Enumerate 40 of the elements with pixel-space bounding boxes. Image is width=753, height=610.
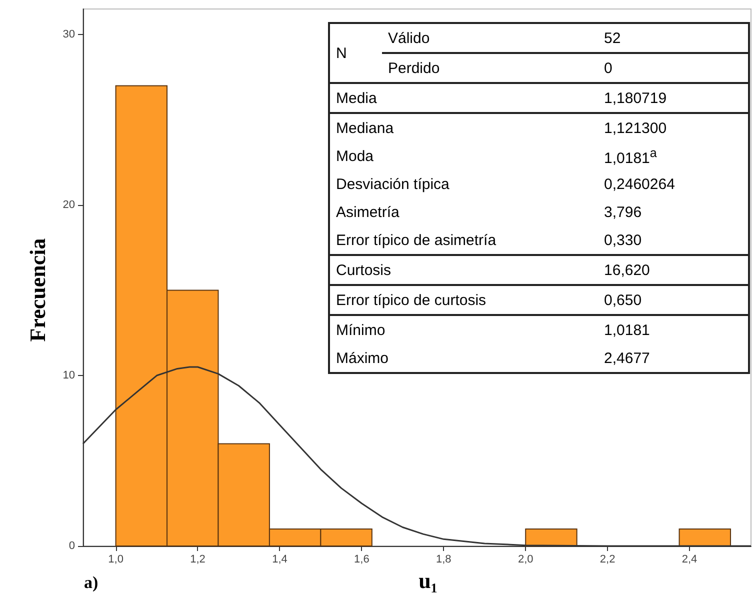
annotation: 1,180719 — [598, 83, 749, 113]
annotation: 3,796 — [603, 202, 643, 222]
y-tick-label: 10 — [62, 370, 75, 382]
annotation: 0,650 — [598, 285, 749, 315]
annotation: Desviación típica — [335, 174, 450, 194]
annotation: 1,0181 — [603, 320, 651, 340]
annotation: Máximo — [335, 348, 390, 368]
annotation: 0,2460264 — [603, 174, 676, 194]
x-tick-label: 1,4 — [272, 554, 288, 566]
annotation: Perdido — [382, 53, 598, 83]
text: a) — [84, 573, 98, 593]
annotation: 2,4677 — [603, 348, 651, 368]
annotation: 0 — [598, 53, 749, 83]
x-tick-label: 1,8 — [436, 554, 452, 566]
annotation: Curtosis — [329, 255, 598, 285]
x-tick-label: 2,4 — [682, 554, 698, 566]
y-tick-label: 20 — [62, 199, 75, 212]
y-axis-title: Frecuencia — [25, 238, 51, 342]
annotation: Mínimo — [335, 320, 386, 340]
annotation: N — [329, 23, 382, 83]
y-tick-label: 0 — [68, 540, 75, 552]
y-tick-label: 30 — [62, 28, 75, 41]
annotation: Error típico de asimetría — [329, 226, 598, 255]
annotation: 16,620 — [598, 255, 749, 285]
annotation: 1,121300 — [603, 118, 668, 138]
annotation: Media — [329, 83, 598, 113]
x-axis-title: u₁ — [418, 568, 438, 594]
x-tick-label: 1,6 — [354, 554, 370, 566]
annotation: 1,0181$^{a}$ — [603, 144, 658, 168]
x-tick-label: 1,0 — [108, 554, 124, 566]
annotation: Válido — [382, 23, 598, 53]
annotation: 0,330 — [598, 226, 749, 255]
x-tick-label: 2,2 — [600, 554, 616, 566]
annotation: 52 — [598, 23, 749, 53]
annotation: Asimetría — [335, 202, 400, 222]
annotation: Moda — [335, 146, 375, 166]
annotation: Error típico de curtosis — [329, 285, 598, 315]
x-tick-label: 1,2 — [190, 554, 206, 566]
annotation: Mediana — [335, 118, 395, 138]
x-tick-label: 2,0 — [518, 554, 534, 566]
